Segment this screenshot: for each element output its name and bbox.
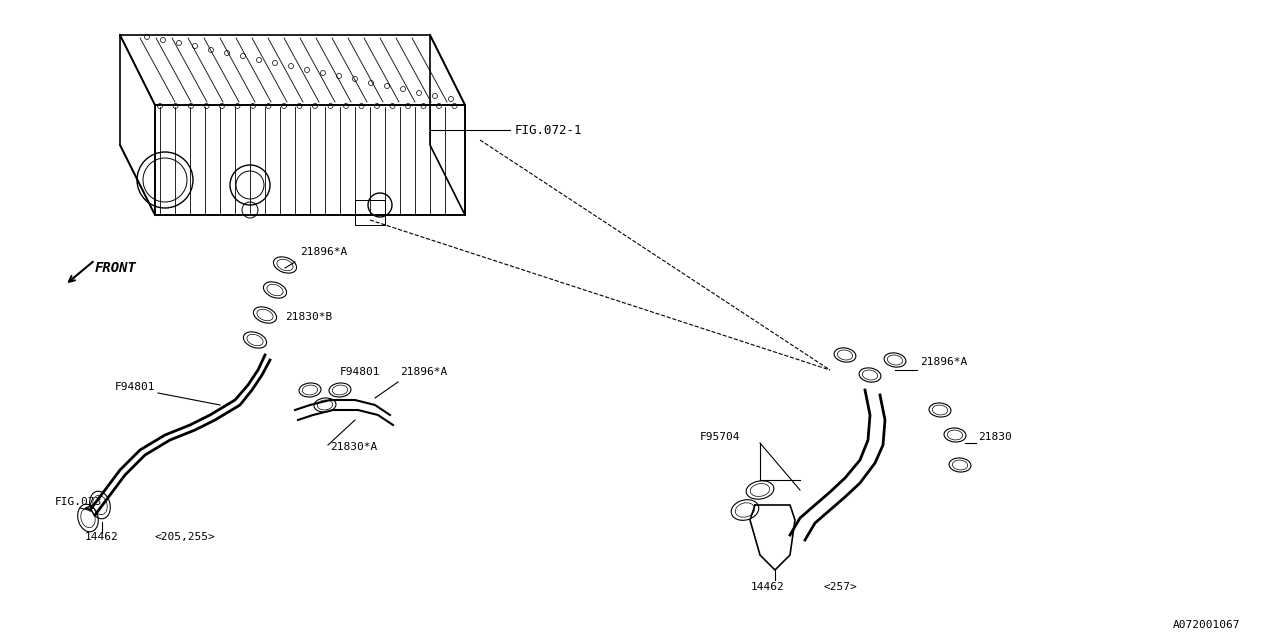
Text: A072001067: A072001067 xyxy=(1172,620,1240,630)
Text: 21896*A: 21896*A xyxy=(401,367,447,377)
Text: F95704: F95704 xyxy=(700,432,741,442)
Text: 21830*B: 21830*B xyxy=(285,312,333,322)
Text: <257>: <257> xyxy=(823,582,856,592)
Text: F94801: F94801 xyxy=(340,367,380,377)
Text: 21830*A: 21830*A xyxy=(330,442,378,452)
Text: 21896*A: 21896*A xyxy=(920,357,968,367)
Text: 14462: 14462 xyxy=(751,582,785,592)
Text: 21896*A: 21896*A xyxy=(300,247,347,257)
Text: 14462: 14462 xyxy=(86,532,119,542)
Text: 21830: 21830 xyxy=(978,432,1011,442)
Text: FIG.072-1: FIG.072-1 xyxy=(515,124,582,136)
Text: FRONT: FRONT xyxy=(95,261,137,275)
Text: F94801: F94801 xyxy=(114,382,155,392)
Text: <205,255>: <205,255> xyxy=(155,532,215,542)
Text: FIG.073: FIG.073 xyxy=(55,497,102,507)
